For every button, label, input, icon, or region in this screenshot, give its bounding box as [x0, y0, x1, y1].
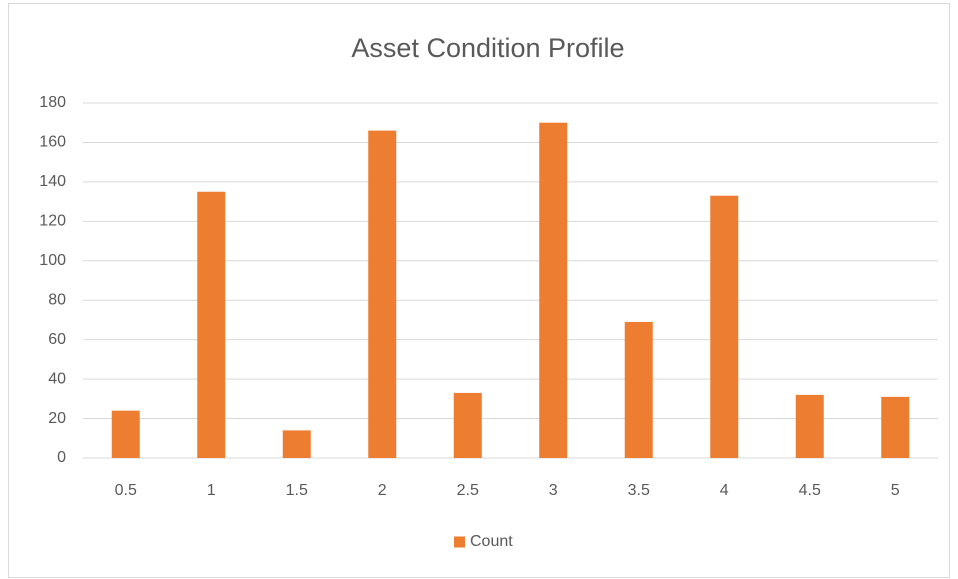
x-tick-label: 2.5	[457, 482, 479, 499]
x-tick-label: 4	[720, 482, 729, 499]
bar	[111, 410, 140, 458]
legend-swatch	[454, 536, 465, 548]
x-tick-label: 2	[378, 482, 387, 499]
chart-border	[8, 3, 950, 578]
y-tick-label: 20	[48, 410, 66, 427]
y-tick-label: 140	[39, 173, 66, 190]
bar	[624, 321, 653, 458]
bar	[710, 195, 739, 458]
bar	[795, 394, 824, 458]
chart-title: Asset Condition Profile	[351, 33, 624, 63]
y-tick-label: 160	[39, 134, 66, 151]
x-tick-label: 3.5	[628, 482, 650, 499]
y-tick-label: 180	[39, 94, 66, 111]
x-tick-label: 0.5	[115, 482, 137, 499]
legend-label: Count	[470, 533, 513, 550]
y-tick-label: 40	[48, 370, 66, 387]
x-tick-label: 4.5	[799, 482, 821, 499]
y-tick-label: 60	[48, 331, 66, 348]
bar	[881, 396, 910, 458]
bar	[453, 392, 482, 458]
y-tick-label: 80	[48, 291, 66, 308]
y-tick-label: 100	[39, 252, 66, 269]
x-tick-label: 5	[891, 482, 900, 499]
bar	[282, 430, 311, 458]
y-tick-label: 0	[57, 449, 66, 466]
x-tick-label: 1.5	[286, 482, 308, 499]
y-tick-label: 120	[39, 213, 66, 230]
x-tick-label: 1	[207, 482, 216, 499]
bar	[197, 191, 226, 458]
x-tick-label: 3	[549, 482, 558, 499]
bar	[539, 122, 568, 458]
bar	[368, 130, 397, 458]
